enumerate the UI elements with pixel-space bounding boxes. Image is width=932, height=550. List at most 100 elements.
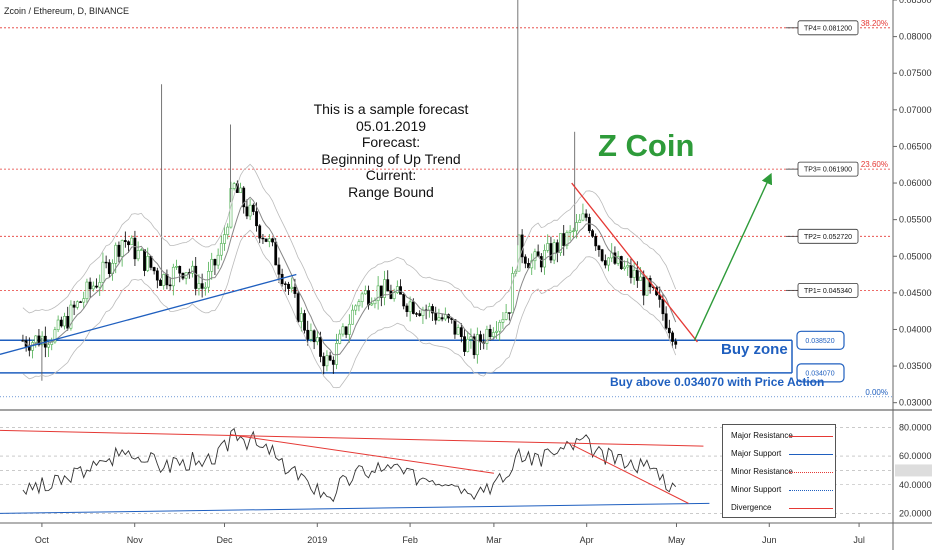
buy-above-label: Buy above 0.034070 with Price Action xyxy=(610,375,825,389)
rsi-current-box xyxy=(895,464,932,477)
candle-body xyxy=(578,219,582,223)
candle-body xyxy=(431,306,434,314)
candle-body xyxy=(130,237,134,246)
candle-body xyxy=(511,273,514,314)
candle-body xyxy=(264,238,268,242)
candle-body xyxy=(175,266,178,268)
candle-body xyxy=(674,341,678,345)
candle-body xyxy=(213,259,217,266)
y-tick-label: 0.030000 xyxy=(899,398,932,408)
candle-body xyxy=(619,256,623,269)
legend-label: Major Resistance xyxy=(731,431,793,440)
candle-body xyxy=(523,256,527,264)
candle-body xyxy=(162,274,166,286)
candle-body xyxy=(552,242,556,261)
candle-body xyxy=(405,305,409,313)
candle-body xyxy=(562,233,566,246)
candle-body xyxy=(501,319,505,323)
candle-body xyxy=(136,250,140,260)
forecast-line-6: Range Bound xyxy=(348,183,434,200)
candle-body xyxy=(223,234,226,244)
candle-body xyxy=(549,243,553,261)
forecast-line-2: 05.01.2019 xyxy=(355,117,427,134)
candle-body xyxy=(146,255,150,271)
candle-body xyxy=(274,241,278,266)
candle-body xyxy=(127,241,130,246)
candle-body xyxy=(607,257,610,266)
candle-body xyxy=(517,234,521,272)
candle-body xyxy=(491,332,495,338)
rsi-tick-label: 80.0000 xyxy=(899,422,932,432)
candle-body xyxy=(59,319,63,327)
candle-body xyxy=(325,355,329,367)
buy-zone-price: 0.034070 xyxy=(805,370,834,377)
candle-body xyxy=(143,249,146,271)
candle-body xyxy=(408,301,412,313)
candle-body xyxy=(251,204,255,212)
legend-divergence: Divergence xyxy=(731,503,835,515)
candle-body xyxy=(261,237,265,240)
legend-swatch xyxy=(789,490,833,491)
rsi-tick-label: 20.0000 xyxy=(899,508,932,518)
x-tick-label: Dec xyxy=(216,535,233,545)
rsi-tick-label: 60.0000 xyxy=(899,451,932,461)
candle-body xyxy=(117,244,121,257)
upper-band-line xyxy=(22,163,677,323)
candle-body xyxy=(133,237,137,260)
legend-label: Minor Support xyxy=(731,485,782,494)
candle-body xyxy=(335,343,338,365)
target-arrow xyxy=(693,172,773,341)
candle-body xyxy=(293,286,297,294)
candle-body xyxy=(427,306,431,311)
candle-body xyxy=(418,313,422,316)
candle-body xyxy=(88,281,92,290)
candle-body xyxy=(312,330,316,343)
candle-body xyxy=(331,359,335,365)
candle-body xyxy=(277,264,281,275)
candle-body xyxy=(104,261,108,264)
candle-body xyxy=(152,267,156,272)
candle-body xyxy=(114,244,118,264)
candle-body xyxy=(245,206,249,217)
candle-body xyxy=(37,335,41,346)
candle-body xyxy=(322,356,326,367)
candle-body xyxy=(373,300,377,305)
forecast-line-3: Forecast: xyxy=(361,134,421,150)
fib-label: 38.20% xyxy=(861,19,888,28)
candle-body xyxy=(63,316,66,327)
candle-body xyxy=(664,313,668,329)
legend-minor-support: Minor Support xyxy=(731,485,835,497)
rsi-major-resistance xyxy=(0,429,704,447)
rsi-line xyxy=(22,427,677,503)
candle-body xyxy=(197,283,201,289)
candle-body xyxy=(123,240,127,242)
candle-body xyxy=(229,188,233,228)
buy-zone-price-box xyxy=(796,363,845,383)
candle-body xyxy=(194,265,198,289)
candle-body xyxy=(495,330,498,333)
candle-body xyxy=(616,256,620,264)
candle-body xyxy=(533,251,537,262)
rsi-divergence-2 xyxy=(571,444,689,504)
candle-body xyxy=(319,337,322,357)
candle-body xyxy=(456,327,460,335)
candle-body xyxy=(328,355,332,361)
candle-body xyxy=(475,334,479,356)
candle-body xyxy=(600,249,604,261)
candle-body xyxy=(200,283,204,289)
tp-label: TP1= 0.045340 xyxy=(804,288,852,295)
candle-body xyxy=(219,243,223,256)
candle-body xyxy=(415,313,418,315)
forecast-line-1: This is a sample forecast xyxy=(313,101,469,117)
candle-body xyxy=(139,249,143,251)
candle-body xyxy=(411,301,415,314)
candle-body xyxy=(271,238,274,243)
candle-body xyxy=(258,225,262,239)
candle-body xyxy=(667,327,671,334)
candle-body xyxy=(386,279,390,292)
candle-body xyxy=(632,269,636,278)
legend-swatch xyxy=(789,454,833,455)
legend-label: Major Support xyxy=(731,449,782,458)
